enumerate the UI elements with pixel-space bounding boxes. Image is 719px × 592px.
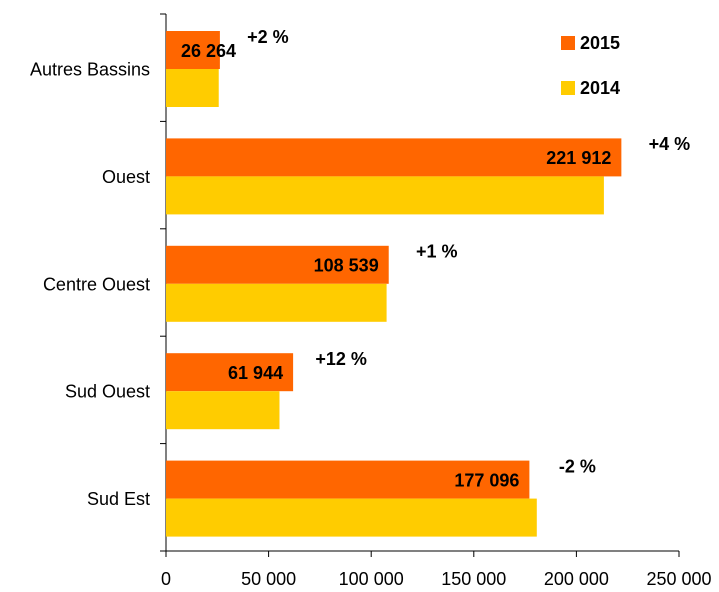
legend-label: 2015 <box>580 33 620 53</box>
bar <box>166 498 537 537</box>
legend-swatch <box>561 36 575 50</box>
x-tick-label: 150 000 <box>441 569 506 589</box>
annotation: +4 % <box>649 134 691 154</box>
y-tick-label: Sud Ouest <box>65 382 150 402</box>
bar <box>166 283 387 322</box>
x-tick-label: 100 000 <box>339 569 404 589</box>
y-tick-label: Sud Est <box>87 489 150 509</box>
legend-label: 2014 <box>580 78 620 98</box>
legend-swatch <box>561 81 575 95</box>
annotation: +12 % <box>315 349 367 369</box>
y-tick-label: Ouest <box>102 167 150 187</box>
x-tick-label: 250 000 <box>646 569 711 589</box>
bar <box>166 353 294 392</box>
value-label: 61 944 <box>228 363 283 383</box>
annotation: +2 % <box>247 27 289 47</box>
bar <box>166 245 389 284</box>
x-tick-label: 50 000 <box>241 569 296 589</box>
bar <box>166 176 604 215</box>
bar <box>166 69 219 107</box>
value-label: 177 096 <box>454 470 519 490</box>
value-label: 108 539 <box>314 256 379 276</box>
value-label: 221 912 <box>546 148 611 168</box>
y-tick-label: Autres Bassins <box>30 59 150 79</box>
x-tick-label: 200 000 <box>544 569 609 589</box>
bar <box>166 31 220 69</box>
bar <box>166 391 280 430</box>
y-tick-label: Centre Ouest <box>43 274 150 294</box>
x-tick-label: 0 <box>161 569 171 589</box>
value-label: 26 264 <box>181 41 236 61</box>
bar <box>166 460 530 499</box>
annotation: +1 % <box>416 242 458 262</box>
bar <box>166 138 622 177</box>
annotation: -2 % <box>559 456 596 476</box>
